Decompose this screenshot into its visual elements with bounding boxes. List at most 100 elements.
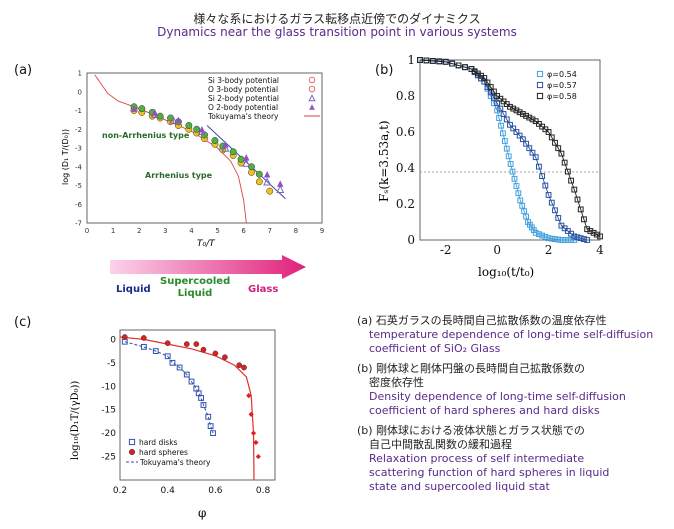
chart-b-point bbox=[545, 235, 552, 242]
chart-a-legend-label: Tokuyama's theory bbox=[207, 112, 279, 121]
chart-b-legend-marker bbox=[536, 81, 544, 89]
chart-b-point bbox=[571, 233, 578, 240]
chart-b-point bbox=[545, 129, 552, 135]
chart-b-point bbox=[491, 88, 497, 95]
chart-b-point bbox=[500, 130, 506, 137]
chart-b-point bbox=[516, 132, 523, 139]
caption-2-jp-2: 密度依存性 bbox=[369, 376, 424, 389]
chart-b-point bbox=[487, 89, 494, 96]
chart-a-legend-label: Si 2-body potential bbox=[208, 94, 279, 103]
chart-b-point bbox=[481, 75, 488, 81]
chart-b-frame bbox=[419, 59, 601, 241]
chart-b-point bbox=[510, 105, 517, 112]
chart-a-point bbox=[243, 154, 250, 161]
chart-c-ytick: -5 bbox=[107, 359, 116, 369]
caption-3-en-1: Relaxation process of self intermediate bbox=[369, 452, 585, 465]
chart-b-point bbox=[597, 233, 603, 240]
chart-a-point bbox=[151, 109, 159, 116]
chart-a-ytick: -1 bbox=[75, 107, 82, 115]
transition-arrow bbox=[110, 255, 306, 279]
chart-b-point bbox=[507, 121, 513, 128]
chart-b-point bbox=[503, 116, 510, 123]
chart-a-xtick: 7 bbox=[268, 227, 272, 235]
label-liquid: Liquid bbox=[116, 284, 151, 295]
chart-b-point bbox=[491, 94, 497, 101]
chart-c-point-sphere bbox=[193, 341, 200, 347]
chart-b-legend-marker bbox=[536, 70, 544, 78]
chart-c-xlabel: φ bbox=[198, 506, 206, 520]
chart-b-point bbox=[545, 192, 552, 198]
page-title-en: Dynamics near the glass transition point… bbox=[157, 25, 517, 39]
chart-c-point-sphere bbox=[253, 439, 259, 446]
chart-b-point bbox=[515, 190, 522, 197]
caption-2-jp-1: (b) 剛体球と剛体円盤の長時間自己拡散係数の bbox=[357, 362, 586, 375]
caption-3-jp-2: 自己中間散乱関数の緩和過程 bbox=[369, 438, 512, 451]
chart-c-point-disk bbox=[210, 430, 216, 437]
label-supercooled: Supercooled Liquid bbox=[160, 276, 230, 300]
chart-b-point bbox=[436, 58, 443, 65]
captions: (a) 石英ガラスの長時間自己拡散係数の温度依存性 temperature de… bbox=[357, 314, 667, 494]
chart-c: 0.2 0.4 0.6 0.8 0 -5 -10 -15 -20 -25 φ log₁₀(D₁T/… bbox=[70, 329, 276, 520]
caption-3-en-2: scattering function of hard spheres in l… bbox=[369, 466, 610, 479]
chart-b-ytick: 0.4 bbox=[396, 161, 415, 175]
chart-a-xtick: 3 bbox=[163, 227, 167, 235]
chart-b-point bbox=[497, 105, 504, 112]
chart-c-point-sphere bbox=[200, 346, 207, 353]
caption-1-en-1: temperature dependence of long-time self… bbox=[369, 328, 654, 341]
chart-a-ytick: -5 bbox=[75, 182, 82, 190]
caption-1: (a) 石英ガラスの長時間自己拡散係数の温度依存性 temperature de… bbox=[357, 314, 667, 356]
panel-label-b: (b) bbox=[375, 63, 394, 78]
chart-b-legend-label: φ=0.57 bbox=[547, 81, 577, 90]
chart-b-point bbox=[536, 231, 542, 238]
chart-b-point bbox=[521, 208, 528, 215]
chart-a-xtick: 6 bbox=[241, 227, 246, 235]
chart-a-ytick: -4 bbox=[75, 163, 83, 171]
chart-b-legend-marker bbox=[536, 92, 544, 100]
chart-c-point-disk bbox=[176, 364, 183, 371]
chart-b-point bbox=[577, 235, 584, 242]
chart-b-xlabel: log₁₀(t/t₀) bbox=[478, 265, 534, 279]
chart-b-point bbox=[542, 233, 549, 240]
chart-a-point bbox=[175, 116, 182, 124]
chart-b-point bbox=[503, 145, 510, 152]
chart-b-point bbox=[555, 215, 562, 221]
chart-b-point bbox=[542, 182, 549, 189]
chart-b-point bbox=[455, 62, 462, 69]
caption-2-en-2: coefficient of hard spheres and hard dis… bbox=[369, 404, 600, 417]
chart-b-point bbox=[523, 140, 529, 147]
chart-b-point bbox=[513, 183, 520, 189]
chart-b-point bbox=[564, 237, 571, 243]
chart-c-legend-label: hard disks bbox=[139, 438, 178, 447]
chart-b-point bbox=[568, 237, 574, 243]
chart-b-point bbox=[500, 111, 507, 117]
chart-c-point-disk bbox=[140, 343, 147, 350]
chart-b-point bbox=[449, 60, 456, 67]
chart-b-point bbox=[417, 57, 423, 63]
chart-b-point bbox=[526, 145, 533, 152]
chart-b-point bbox=[529, 149, 536, 156]
chart-a-ytick: -2 bbox=[75, 126, 82, 134]
transition-arrow-shape bbox=[110, 255, 306, 279]
chart-c-legend-label: hard spheres bbox=[139, 448, 188, 457]
chart-a-point bbox=[255, 170, 263, 178]
chart-b-point bbox=[590, 229, 597, 236]
chart-a-ytick: 1 bbox=[78, 70, 82, 78]
chart-b-point bbox=[526, 114, 533, 121]
chart-c-point-sphere bbox=[250, 430, 257, 436]
chart-b-point bbox=[429, 58, 436, 64]
chart-c-legend-marker bbox=[128, 448, 136, 456]
chart-b-point bbox=[584, 237, 591, 243]
chart-c-frame bbox=[119, 329, 276, 481]
chart-b-ytick: 0.6 bbox=[396, 125, 415, 139]
chart-c-ytick: -10 bbox=[101, 382, 116, 392]
chart-b-ytick: 0.8 bbox=[396, 89, 415, 103]
chart-c-point-sphere bbox=[248, 411, 254, 417]
chart-a-legend-label: Si 3-body potential bbox=[208, 76, 279, 85]
chart-a-xtick: 1 bbox=[111, 227, 115, 235]
chart-b-point bbox=[555, 145, 562, 152]
chart-a-annotation-nonarrhenius: non-Arrhenius type bbox=[102, 131, 190, 140]
chart-a-legend-label: O 3-body potential bbox=[208, 85, 278, 94]
chart-b-point bbox=[561, 159, 568, 166]
chart-b-ylabel: Fₛ(k=3.53a,t) bbox=[377, 120, 391, 202]
chart-b-point bbox=[519, 202, 526, 209]
